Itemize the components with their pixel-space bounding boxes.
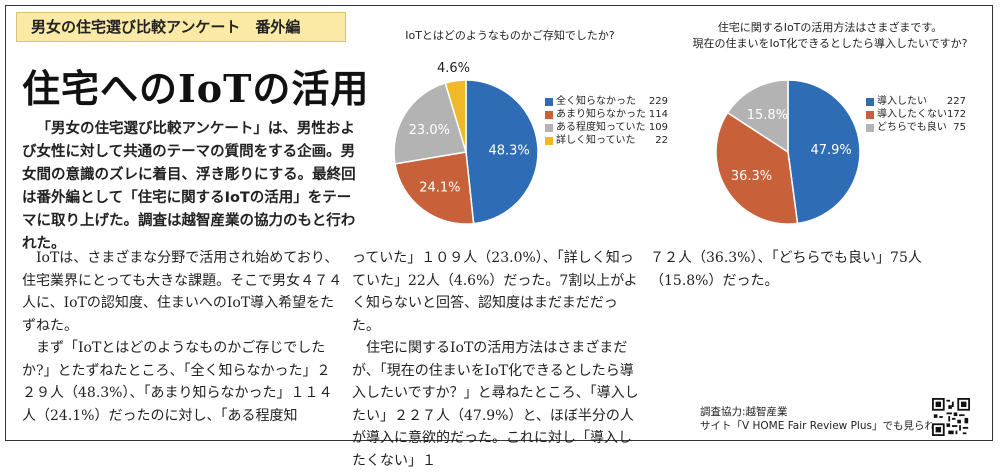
legend-item: どちらでも良い 75 <box>866 121 966 134</box>
legend-swatch <box>545 123 553 132</box>
legend-label: どちらでも良い <box>877 121 947 133</box>
legend-value: 114 <box>648 108 668 120</box>
pie-slice-3 <box>393 82 467 165</box>
credit: 調査協力:越智産業 サイト「V HOME Fair Review Plus」でも… <box>700 405 956 433</box>
pie-slice-2 <box>394 151 475 225</box>
legend-value: 172 <box>947 108 967 120</box>
legend-swatch <box>866 123 874 132</box>
chart1-pie: 48.3% 24.1% 23.0% 4.6% <box>393 61 539 225</box>
legend-item: 導入したくない 172 <box>866 108 966 121</box>
body-paragraph: まず「IoTとはどのようなものかご存じでしたか?」とたずねたところ、「全く知らな… <box>22 340 333 424</box>
pie-slice-1 <box>787 79 861 225</box>
article-frame <box>5 5 993 441</box>
legend-value: 227 <box>946 95 966 107</box>
credit-line2: サイト「V HOME Fair Review Plus」でも見られます <box>700 420 956 432</box>
legend-item: 導入したい 227 <box>866 95 966 108</box>
body-column-1: IoTは、さまざまな分野で活用され始めており、住宅業界にとっても大きな課題。そこ… <box>22 247 344 427</box>
body-column-2: っていた」１０９人（23.0%）、「詳しく知っていた」22人（4.6%）だった。… <box>352 247 644 472</box>
lead-text: 「男女の住宅選び比較アンケート」は、男性および女性に対して共通のテーマの質問をす… <box>22 121 356 252</box>
chart1-title: IoTとはどのようなものかご存知でしたか? <box>405 29 615 42</box>
chart2-legend: 導入したい 227 導入したくない 172 どちらでも良い 75 <box>866 95 966 134</box>
pie-slice-label-1: 47.9% <box>810 143 851 158</box>
legend-item: 詳しく知っていた 22 <box>545 134 668 147</box>
headline: 住宅へのIoTの活用 <box>22 66 370 111</box>
body-column-3: ７２人（36.3%）、「どちらでも良い」75人（15.8%）だった。 <box>650 247 980 292</box>
lead-paragraph: 「男女の住宅選び比較アンケート」は、男性および女性に対して共通のテーマの質問をす… <box>22 118 362 256</box>
pie-slice-2 <box>715 111 799 225</box>
pie-slice-label-3: 15.8% <box>747 108 788 123</box>
pie-slice-label-4: 4.6% <box>437 61 470 76</box>
legend-value: 229 <box>648 95 668 107</box>
body-paragraph: ７２人（36.3%）、「どちらでも良い」75人（15.8%）だった。 <box>650 250 922 289</box>
legend-swatch <box>545 110 553 119</box>
series-tag: 男女の住宅選び比較アンケート 番外編 <box>16 12 346 42</box>
legend-label: 詳しく知っていた <box>556 134 636 146</box>
legend-item: ある程度知っていた 109 <box>545 121 668 134</box>
pie-slice-1 <box>465 79 539 225</box>
chart2-title-line2: 現在の住まいをIoT化できるとしたら導入したいですか? <box>692 37 968 50</box>
pie-slice-4 <box>444 79 467 153</box>
legend-label: ある程度知っていた <box>556 121 646 133</box>
legend-label: あまり知らなかった <box>556 108 646 120</box>
legend-value: 75 <box>953 121 966 133</box>
qr-code-icon <box>932 398 970 436</box>
pie-slice-label-1: 48.3% <box>488 144 529 159</box>
chart2-title: 住宅に関するIoTの活用方法はさまざまです。 現在の住まいをIoT化できるとした… <box>690 20 970 52</box>
body-paragraph: 住宅に関するIoTの活用方法はさまざまだが、「現在の住まいをIoT化できるとした… <box>352 340 639 469</box>
pie-slice-label-2: 36.3% <box>731 169 772 184</box>
legend-swatch <box>866 97 874 106</box>
chart1-legend: 全く知らなかった 229 あまり知らなかった 114 ある程度知っていた 109 詳しく知っ… <box>545 95 668 147</box>
chart2-title-line1: 住宅に関するIoTの活用方法はさまざまです。 <box>717 21 943 34</box>
pie-slice-label-3: 23.0% <box>409 123 450 138</box>
body-paragraph: っていた」１０９人（23.0%）、「詳しく知っていた」22人（4.6%）だった。… <box>352 250 638 334</box>
legend-label: 導入したい <box>877 95 927 107</box>
legend-swatch <box>866 110 874 119</box>
chart2-pie: 47.9% 36.3% 15.8% <box>715 79 861 225</box>
pie-slice-3 <box>726 79 789 154</box>
legend-value: 22 <box>655 134 668 146</box>
legend-swatch <box>545 97 553 106</box>
legend-value: 109 <box>648 121 668 133</box>
legend-label: 導入したくない <box>877 108 947 120</box>
legend-item: 全く知らなかった 229 <box>545 95 668 108</box>
legend-swatch <box>545 136 553 145</box>
legend-item: あまり知らなかった 114 <box>545 108 668 121</box>
legend-label: 全く知らなかった <box>556 95 636 107</box>
pie-slice-label-2: 24.1% <box>419 180 460 195</box>
body-paragraph: IoTは、さまざまな分野で活用され始めており、住宅業界にとっても大きな課題。そこ… <box>22 250 343 334</box>
credit-line1: 調査協力:越智産業 <box>700 406 788 418</box>
